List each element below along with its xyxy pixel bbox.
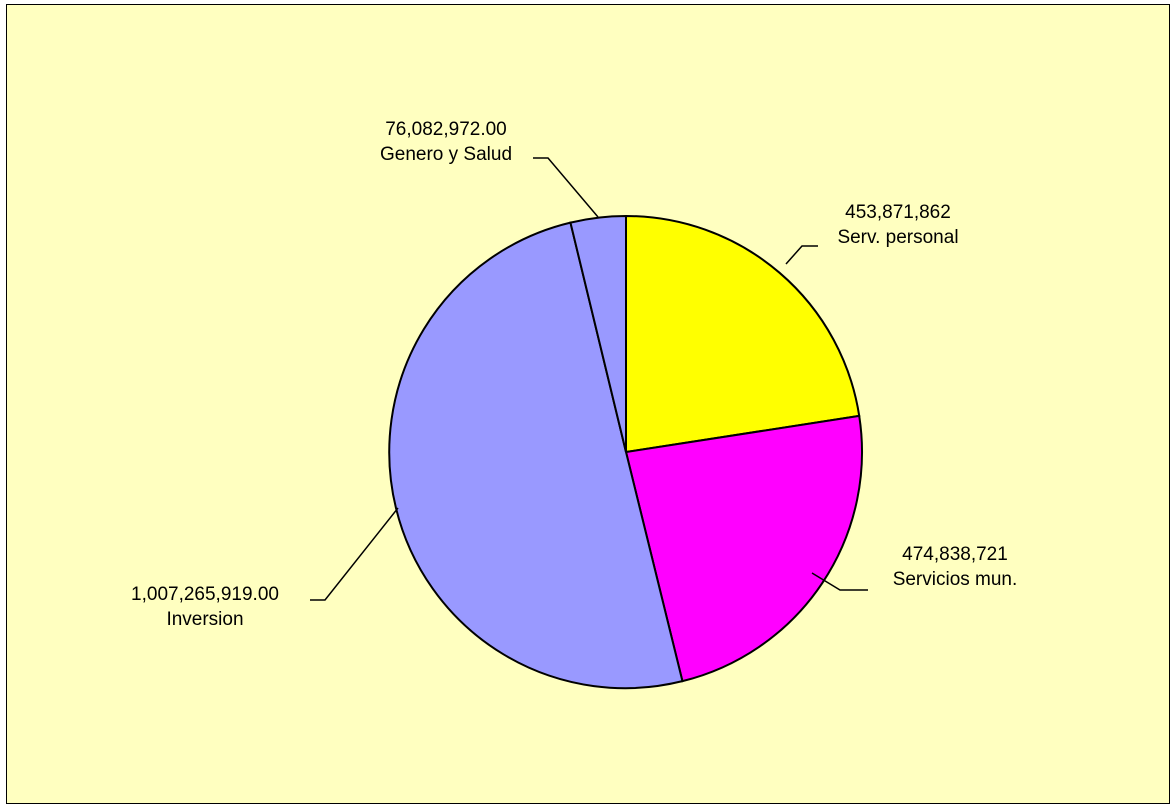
slice-labels: 453,871,862 Serv. personal 474,838,721 Serv… [131,119,1017,630]
slice-value-label: 453,871,862 [845,202,951,223]
slice-value-label: 76,082,972.00 [385,119,507,140]
leader-lines [310,157,868,601]
slice-value-label: 1,007,265,919.00 [131,584,279,605]
leader-line [533,157,599,218]
slice-name-label: Servicios mun. [893,569,1018,590]
leader-line [310,507,399,601]
leader-line [811,572,868,591]
slice-value-label: 474,838,721 [902,544,1008,565]
slice-name-label: Serv. personal [837,227,958,248]
pie-slices [388,214,863,690]
pie-slice-servicios-mun- [624,414,863,683]
pie-slice-inversion [388,221,684,690]
leader-line [785,245,818,265]
pie-slice-serv-personal [625,214,861,454]
pie-slice-genero-y-salud [569,214,627,453]
slice-name-label: Inversion [166,609,243,630]
slice-name-label: Genero y Salud [380,144,512,165]
